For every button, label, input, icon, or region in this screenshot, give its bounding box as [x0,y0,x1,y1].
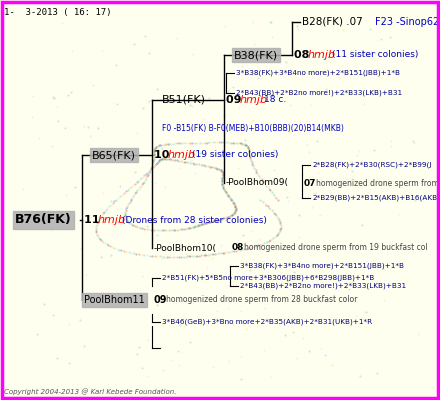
Text: 2*B43(BB)+2*B2no more!)+2*B33(LKB)+B31: 2*B43(BB)+2*B2no more!)+2*B33(LKB)+B31 [236,90,402,96]
Text: F23 -Sinop62R: F23 -Sinop62R [375,17,440,27]
Text: PoolBhom11: PoolBhom11 [84,295,145,305]
Text: 2*B28(FK)+2*B30(RSC)+2*B99(J: 2*B28(FK)+2*B30(RSC)+2*B99(J [312,162,432,168]
Text: hmjb: hmjb [98,215,126,225]
Text: Copyright 2004-2013 @ Karl Kebede Foundation.: Copyright 2004-2013 @ Karl Kebede Founda… [4,388,176,395]
Text: B65(FK): B65(FK) [92,150,136,160]
Text: F0 -B15(FK) B-F0(MEB)+B10(BBB)(20)B14(MKB): F0 -B15(FK) B-F0(MEB)+B10(BBB)(20)B14(MK… [162,124,344,132]
Text: 3*B38(FK)+3*B4no more)+2*B151(JBB)+1*B: 3*B38(FK)+3*B4no more)+2*B151(JBB)+1*B [236,70,400,76]
Text: -PoolBhom10(: -PoolBhom10( [154,244,217,252]
Text: 10: 10 [154,150,173,160]
Text: hmjb: hmjb [240,95,268,105]
Text: B76(FK): B76(FK) [15,214,72,226]
Text: B38(FK): B38(FK) [234,50,278,60]
Text: homogenized drone sperm from 28 buckfast color: homogenized drone sperm from 28 buckfast… [166,296,357,304]
Text: 3*B46(GeB)+3*Bno more+2*B35(AKB)+2*B31(UKB)+1*R: 3*B46(GeB)+3*Bno more+2*B35(AKB)+2*B31(U… [162,319,372,325]
Text: 09: 09 [154,295,168,305]
Text: homogenized drone sperm from 18: homogenized drone sperm from 18 [316,178,440,188]
Text: 07: 07 [304,178,316,188]
Text: 1-  3-2013 ( 16: 17): 1- 3-2013 ( 16: 17) [4,8,111,17]
Text: 18 c.: 18 c. [264,96,286,104]
Text: 09: 09 [226,95,246,105]
Text: 3*B38(FK)+3*B4no more)+2*B151(JBB)+1*B: 3*B38(FK)+3*B4no more)+2*B151(JBB)+1*B [240,263,404,269]
Text: hmjb: hmjb [168,150,196,160]
Text: (Drones from 28 sister colonies): (Drones from 28 sister colonies) [122,216,267,224]
Text: B28(FK) .07: B28(FK) .07 [302,17,363,27]
Text: (11 sister colonies): (11 sister colonies) [332,50,418,60]
Text: 2*B43(BB)+2*B2no more!)+2*B33(LKB)+B31: 2*B43(BB)+2*B2no more!)+2*B33(LKB)+B31 [240,283,406,289]
Text: homogenized drone sperm from 19 buckfast col: homogenized drone sperm from 19 buckfast… [244,244,428,252]
Text: -PoolBhom09(: -PoolBhom09( [226,178,289,188]
Text: hmjb: hmjb [308,50,336,60]
Text: 2*B29(BB)+2*B15(AKB)+B16(AKB: 2*B29(BB)+2*B15(AKB)+B16(AKB [312,195,437,201]
Text: 08: 08 [232,244,244,252]
Text: B51(FK): B51(FK) [162,95,206,105]
Text: 2*B51(FK)+5*B5no more+3*B306(JBB)+6*B298(JBB)+1*B: 2*B51(FK)+5*B5no more+3*B306(JBB)+6*B298… [162,275,374,281]
Text: 08: 08 [294,50,313,60]
Text: 11: 11 [84,215,103,225]
Text: (19 sister colonies): (19 sister colonies) [192,150,279,160]
